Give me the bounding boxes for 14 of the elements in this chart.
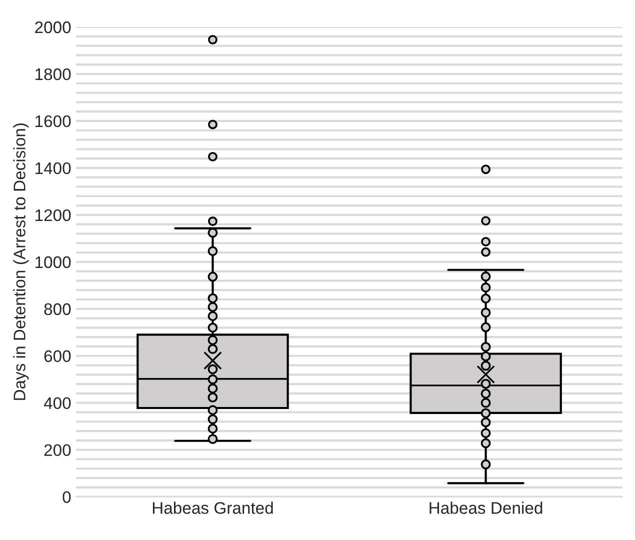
y-axis-title: Days in Detention (Arrest to Decision): [13, 124, 29, 400]
y-tick-label: 1600: [36, 115, 71, 128]
x-tick-label: Habeas Denied: [430, 502, 542, 514]
y-tick-label: 1000: [36, 256, 71, 268]
y-tick-label: 200: [44, 444, 71, 456]
y-tick-label: 800: [44, 303, 71, 316]
y-tick-label: 600: [44, 350, 71, 362]
y-tick-label: 400: [44, 397, 71, 410]
y-tick-label: 0: [62, 491, 71, 504]
y-tick-label: 2000: [35, 21, 71, 34]
x-tick-label: Habeas Granted: [152, 502, 273, 514]
y-tick-label: 1400: [36, 162, 71, 174]
y-tick-label: 1800: [36, 68, 71, 80]
y-tick-label: 1200: [36, 209, 71, 222]
